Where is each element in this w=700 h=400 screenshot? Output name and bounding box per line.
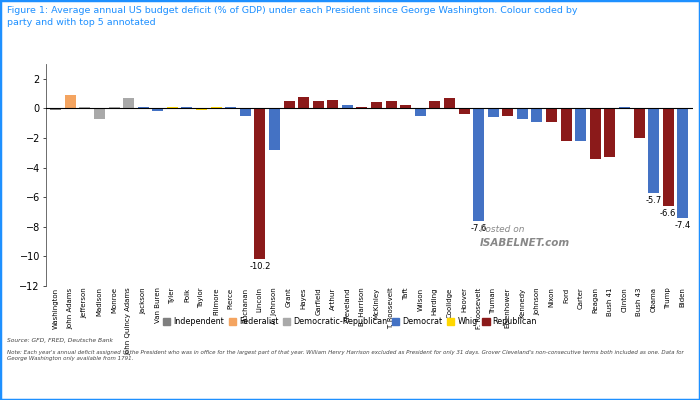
Text: Posted on: Posted on	[480, 225, 524, 234]
Bar	[50, 108, 61, 110]
Bar	[225, 107, 236, 108]
Bar	[429, 101, 440, 108]
Bar	[458, 108, 470, 114]
Legend: Independent, Federalist, Democratic-Republican, Democrat, Whig, Republican: Independent, Federalist, Democratic-Repu…	[160, 314, 540, 330]
Text: Note: Each year's annual deficit assigned to the President who was in office for: Note: Each year's annual deficit assigne…	[7, 350, 684, 361]
Bar	[444, 98, 455, 108]
Bar	[269, 108, 280, 150]
Bar	[254, 108, 265, 259]
Bar	[138, 107, 148, 108]
Bar	[211, 107, 222, 108]
Bar	[386, 101, 397, 108]
Bar	[328, 100, 338, 108]
Bar	[284, 101, 295, 108]
Bar	[313, 101, 323, 108]
Bar	[473, 108, 484, 221]
Text: Source: GFD, FRED, Deutsche Bank: Source: GFD, FRED, Deutsche Bank	[7, 338, 113, 343]
Text: ISABELNET.com: ISABELNET.com	[480, 238, 570, 248]
Text: -7.6: -7.6	[470, 224, 486, 233]
Bar	[153, 108, 163, 111]
Bar	[181, 107, 193, 108]
Text: Figure 1: Average annual US budget deficit (% of GDP) under each President since: Figure 1: Average annual US budget defic…	[7, 6, 578, 27]
Bar	[400, 106, 411, 108]
Text: -6.6: -6.6	[660, 209, 676, 218]
Bar	[123, 98, 134, 108]
Bar	[634, 108, 645, 138]
Bar	[94, 108, 105, 119]
Bar	[590, 108, 601, 159]
Bar	[108, 107, 120, 108]
Bar	[415, 108, 426, 116]
Bar	[604, 108, 615, 157]
Bar	[575, 108, 586, 141]
Bar	[240, 108, 251, 116]
Bar	[546, 108, 557, 122]
Bar	[503, 108, 513, 116]
Bar	[488, 108, 498, 117]
Bar	[298, 96, 309, 108]
Bar	[531, 108, 542, 122]
Bar	[663, 108, 673, 206]
Bar	[517, 108, 528, 119]
Text: -5.7: -5.7	[645, 196, 661, 205]
Bar	[65, 95, 76, 108]
Bar	[561, 108, 572, 141]
Bar	[356, 107, 368, 108]
Bar	[678, 108, 688, 218]
Bar	[342, 106, 353, 108]
Text: -7.4: -7.4	[675, 221, 691, 230]
Bar	[648, 108, 659, 193]
Text: -10.2: -10.2	[249, 262, 271, 271]
Bar	[371, 102, 382, 108]
Bar	[619, 107, 630, 108]
Bar	[196, 108, 207, 110]
Bar	[167, 107, 178, 108]
Bar	[79, 107, 90, 108]
